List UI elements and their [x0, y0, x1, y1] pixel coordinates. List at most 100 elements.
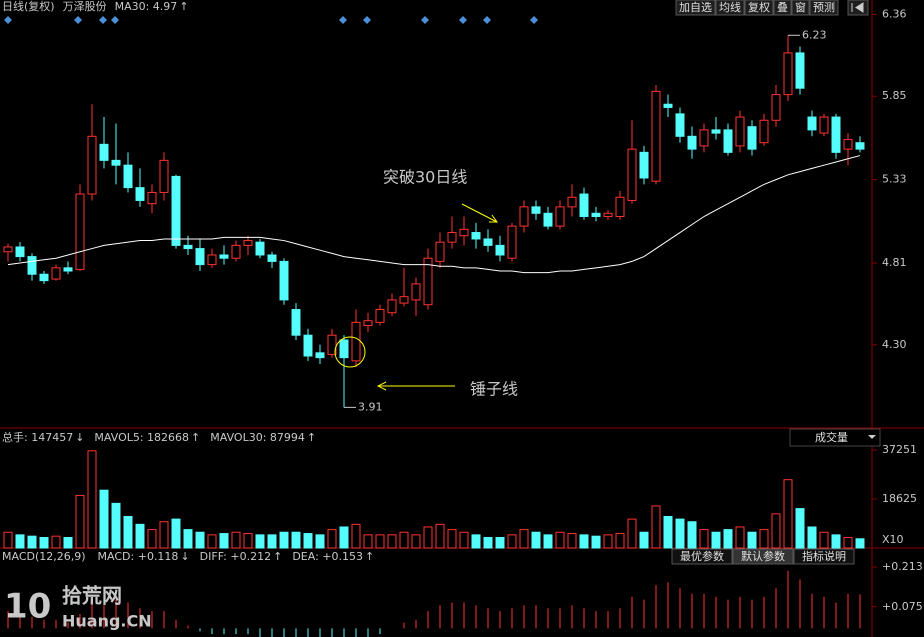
volume-bar [135, 523, 145, 549]
volume-bar [75, 494, 85, 549]
event-marker [339, 16, 347, 24]
toolbar-button[interactable]: 窗 [791, 0, 810, 16]
candle-body [363, 320, 373, 327]
toolbar-button[interactable]: 叠 [773, 0, 792, 16]
button-label: 预测 [813, 1, 835, 14]
candle-body [375, 309, 385, 323]
button-frame [671, 548, 733, 565]
indicator-arrow: ↓ [75, 431, 84, 444]
volume-bar [651, 505, 661, 549]
candle-body [399, 296, 409, 304]
y-tick-label: 6.36 [882, 7, 907, 20]
candle-body [147, 191, 157, 205]
volume-bar [243, 533, 253, 549]
watermark-number: 10 [4, 587, 51, 627]
indicator-value: DIFF: +0.212 [200, 550, 271, 563]
toolbar-button[interactable]: 预测 [809, 0, 839, 16]
volume-selector[interactable]: 成交量 [789, 428, 881, 447]
candle-body [15, 246, 25, 258]
volume-bar [3, 531, 13, 549]
y-tick-label: 18625 [882, 492, 917, 505]
candle-body [507, 225, 517, 259]
volume-bar [195, 531, 205, 549]
candle-body [183, 244, 193, 250]
selector-frame [789, 428, 881, 447]
candle-body [711, 129, 721, 134]
header-text: ↑ [179, 0, 188, 13]
button-frame [744, 0, 774, 16]
volume-bar [375, 534, 385, 549]
y-tick-label: 4.81 [882, 256, 907, 269]
candle-body [327, 334, 337, 355]
header-text: MA30: 4.97 [115, 0, 178, 13]
volume-bar [759, 529, 769, 549]
candle-body [27, 256, 37, 275]
annotation-arrow [461, 203, 498, 223]
selector-label: 成交量 [815, 430, 848, 444]
event-marker [4, 16, 12, 24]
indicator-value: MACD(12,26,9) [2, 550, 86, 563]
candle-body [111, 159, 121, 166]
y-tick-label: 4.30 [882, 338, 907, 351]
candle-body [603, 212, 613, 218]
volume-bar [735, 526, 745, 549]
button-frame [793, 548, 855, 565]
indicator-button[interactable]: 指标说明 [793, 548, 855, 565]
volume-bar [171, 518, 181, 549]
candle-body [615, 196, 625, 217]
volume-bar [339, 526, 349, 549]
ma30-line [7, 155, 861, 274]
volume-bar [123, 515, 133, 549]
volume-bar [15, 534, 25, 549]
volume-bar [255, 534, 265, 549]
candle-body [51, 267, 61, 280]
volume-bar [639, 531, 649, 549]
candle-body [75, 193, 85, 270]
indicator-button[interactable]: 最优参数 [671, 548, 733, 565]
candle-body [315, 352, 325, 359]
indicator-value: DEA: +0.153 [292, 550, 363, 563]
volume-bar [159, 521, 169, 549]
volume-bar [51, 535, 61, 549]
volume-bar [855, 538, 865, 549]
toolbar-button[interactable]: 加自选 [675, 0, 716, 16]
toolbar-button[interactable]: 复权 [744, 0, 774, 16]
volume-bar [219, 533, 229, 549]
annotation: 突破30日线 [383, 168, 467, 187]
toolbar-button[interactable]: 均线 [715, 0, 745, 16]
annotation-arrow [376, 381, 455, 391]
volume-bar [819, 531, 829, 549]
candle-body [735, 116, 745, 147]
candle-body [423, 257, 433, 306]
candle-body [255, 241, 265, 256]
event-marker [99, 16, 107, 24]
candle-body [483, 238, 493, 246]
volume-bar [99, 489, 109, 549]
candle-body [387, 299, 397, 314]
indicator-value: 总手: 147457 [2, 430, 73, 444]
volume-bar [483, 536, 493, 549]
candle-body [411, 283, 421, 301]
button-frame [773, 0, 792, 16]
candle-body [435, 241, 445, 262]
indicator-value: MAVOL30: 87994 [210, 431, 305, 444]
volume-bar [111, 502, 121, 549]
candle-body [459, 228, 469, 237]
button-label: 窗 [795, 0, 806, 14]
candle-body [207, 254, 217, 266]
volume-bar [183, 529, 193, 549]
candle-body [699, 129, 709, 147]
candle-body [639, 151, 649, 179]
candle-body [843, 139, 853, 150]
header-bg [0, 429, 871, 446]
volume-bar [63, 536, 73, 549]
indicator-button[interactable]: 默认参数 [732, 548, 794, 565]
indicator-arrow: ↑ [273, 550, 282, 563]
volume-bar [495, 536, 505, 549]
candle-body [231, 244, 241, 259]
candle-body [675, 113, 685, 137]
volume-bar [603, 534, 613, 549]
y-tick-label: 37251 [882, 443, 917, 456]
candle-body [567, 196, 577, 208]
